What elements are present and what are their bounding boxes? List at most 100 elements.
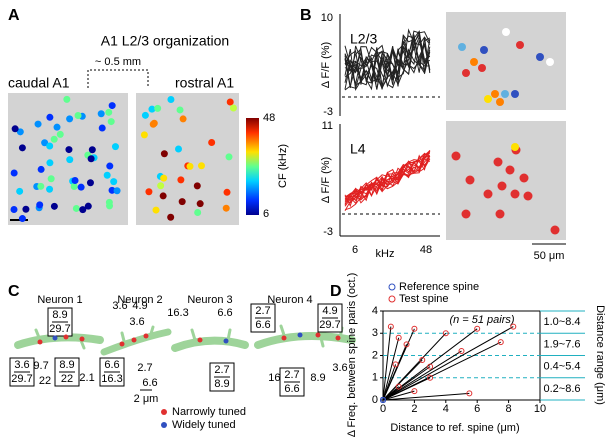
spine (335, 335, 341, 341)
neuron-dot (18, 215, 26, 223)
pair-line (382, 326, 392, 401)
scale-label: 50 μm (534, 250, 565, 262)
cf-label: 8.9 (214, 378, 229, 390)
range-title: Distance range (μm) (594, 305, 606, 405)
panel-letter: C (8, 283, 20, 300)
point (380, 397, 386, 403)
colorbar-title: CF (kHz) (277, 144, 289, 188)
distance-bracket (87, 69, 149, 88)
legend-swatch (161, 422, 167, 428)
pair-line (382, 332, 447, 401)
neuron-dot (465, 175, 475, 185)
cf-label: 4.9 (132, 300, 147, 312)
spine (131, 337, 137, 343)
cf-label: 3.6 (112, 300, 127, 312)
neuron-dot (167, 95, 175, 103)
neuron-dot (50, 202, 58, 210)
panel-title: A1 L2/3 organization (101, 33, 229, 49)
spine (315, 332, 321, 338)
legend-label: Test spine (399, 293, 449, 305)
x-tick-label: 10 (534, 403, 546, 415)
cf-label: 3.6 (14, 359, 29, 371)
layer-label: L2/3 (350, 31, 377, 47)
neuron-dot (63, 95, 71, 103)
neuron-dot (480, 46, 488, 54)
point (387, 323, 394, 330)
neuron-dot (193, 182, 201, 190)
neuron-dot (66, 156, 74, 164)
pair-line (382, 392, 470, 401)
neuron-dot (496, 98, 504, 106)
neuron-dot (36, 201, 44, 209)
neuron-dot (196, 200, 204, 208)
neuron-dot (516, 41, 524, 49)
neuron-dot (519, 173, 529, 183)
neuron-dot (154, 104, 162, 112)
trace (344, 30, 431, 91)
point (427, 374, 434, 381)
y-tick-label: 4 (372, 305, 378, 317)
neuron-dot (50, 135, 58, 143)
axis-label: -3 (323, 106, 333, 118)
y-label: Δ F/F (%) (320, 157, 332, 203)
map-l4 (446, 121, 566, 240)
neuron-dot (157, 182, 165, 190)
neuron-dot (46, 142, 54, 150)
cf-label: 29.7 (11, 373, 32, 385)
scale-label: 2 μm (134, 393, 159, 405)
neuron-dot (178, 198, 186, 206)
neuron-dot (451, 151, 461, 161)
cf-label: 3.6 (332, 362, 347, 374)
neuron-dot (141, 111, 149, 119)
neuron-dot (145, 188, 153, 196)
point (395, 334, 402, 341)
range-label: 1.9~7.6 (543, 338, 580, 350)
neuron-dot (106, 162, 114, 170)
cf-label: 3.6 (129, 316, 144, 328)
neuron-dot (107, 118, 115, 126)
neuron-dot (483, 189, 493, 199)
neuron-dot (10, 205, 18, 213)
spine (52, 335, 58, 341)
point (419, 356, 426, 363)
neuron-dot (113, 187, 121, 195)
neuron-dot (22, 205, 30, 213)
panel-letter: A (8, 7, 20, 24)
cf-label: 2.7 (284, 369, 299, 381)
neuron-title: Neuron 4 (267, 294, 312, 306)
neuron-dot (501, 90, 509, 98)
cf-label: 8.9 (52, 309, 67, 321)
point (395, 383, 402, 390)
axis-label: 6 (352, 244, 358, 256)
y-label: Δ F/F (%) (320, 42, 332, 88)
map-rostral (136, 93, 239, 225)
spine (223, 338, 229, 344)
neuron-dot (511, 90, 519, 98)
neuron-dot (34, 120, 42, 128)
neuron-dot (10, 169, 18, 177)
point (466, 390, 473, 397)
axis-label: 11 (322, 120, 333, 132)
range-label: 0.2~8.6 (543, 383, 580, 395)
neuron-dot (497, 181, 507, 191)
neuron-dot (79, 206, 87, 214)
spine (197, 337, 203, 343)
neuron-dot (16, 128, 24, 136)
neuron-dot (223, 188, 231, 196)
spine (63, 334, 69, 340)
neuron-dot (167, 213, 175, 221)
trace (344, 158, 431, 198)
spine (37, 339, 43, 345)
map-label: caudal A1 (8, 75, 70, 91)
neuron-dot (105, 198, 113, 206)
neuron-dot (493, 157, 503, 167)
neuron-dot (37, 165, 45, 173)
cf-label: 6.6 (142, 377, 157, 389)
cf-label: 8.9 (310, 372, 325, 384)
point (403, 341, 410, 348)
neuron-dot (502, 28, 510, 36)
neuron-dot (546, 58, 554, 66)
x-label: Distance to ref. spine (μm) (390, 422, 519, 434)
neuron-dot (186, 162, 194, 170)
